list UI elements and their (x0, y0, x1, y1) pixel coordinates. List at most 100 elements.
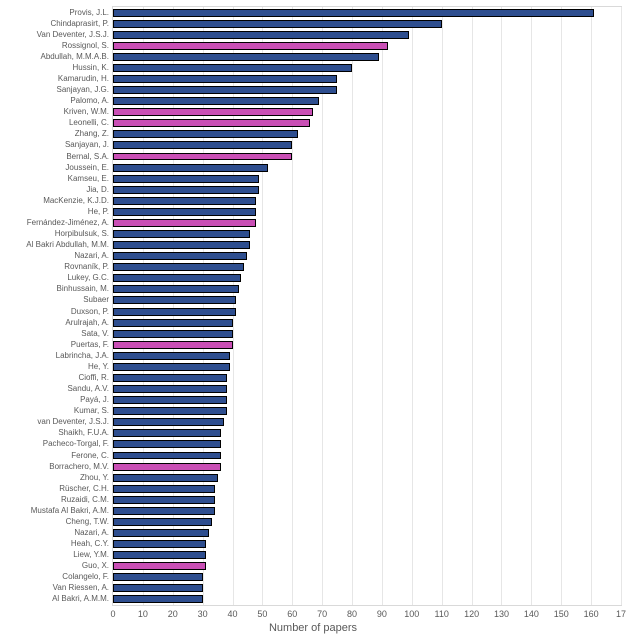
bar-row: Binhussain, M. (113, 285, 621, 293)
author-label: He, Y. (88, 363, 109, 371)
bar (113, 9, 594, 17)
author-label: Binhussain, M. (57, 285, 109, 293)
bar-row: Fernández-Jiménez, A. (113, 219, 621, 227)
x-tick-label: 20 (168, 609, 178, 619)
author-label: Cioffi, R. (78, 374, 109, 382)
x-tick-label: 10 (138, 609, 148, 619)
author-label: Duxson, P. (71, 308, 109, 316)
x-tick-label: 80 (347, 609, 357, 619)
bar-row: Kamarudin, H. (113, 75, 621, 83)
bar (113, 208, 256, 216)
author-label: Horpibulsuk, S. (55, 230, 109, 238)
bar-row: Abdullah, M.M.A.B. (113, 53, 621, 61)
bar (113, 474, 218, 482)
bar (113, 463, 221, 471)
x-tick-label: 30 (198, 609, 208, 619)
x-tick-label: 130 (494, 609, 509, 619)
bar-row: Ruzaidi, C.M. (113, 496, 621, 504)
bar-row: Al Bakri, A.M.M. (113, 595, 621, 603)
bar (113, 274, 241, 282)
bar (113, 341, 233, 349)
x-tick-label: 60 (287, 609, 297, 619)
author-label: Leonelli, C. (69, 119, 109, 127)
author-label: Rovnaník, P. (64, 263, 109, 271)
author-label: Pacheco-Torgal, F. (43, 440, 109, 448)
bar-row: Liew, Y.M. (113, 551, 621, 559)
bar-row: Borrachero, M.V. (113, 463, 621, 471)
bar-row: Horpibulsuk, S. (113, 230, 621, 238)
bar-row: Provis, J.L. (113, 9, 621, 17)
chart-container: 0102030405060708090100110120130140150160… (0, 0, 626, 629)
author-label: Guo, X. (82, 562, 109, 570)
author-label: Nazari, A. (74, 252, 109, 260)
author-label: Jia, D. (86, 186, 109, 194)
bar (113, 440, 221, 448)
bar (113, 31, 409, 39)
x-tick-label: 140 (524, 609, 539, 619)
gridline (621, 7, 622, 605)
author-label: Sanjayan, J. (65, 141, 109, 149)
author-label: Kumar, S. (74, 407, 109, 415)
bar-row: Rovnaník, P. (113, 263, 621, 271)
bar-row: Van Riessen, A. (113, 584, 621, 592)
bar (113, 540, 206, 548)
x-tick-label: 17 (616, 609, 626, 619)
bar-row: Zhang, Z. (113, 130, 621, 138)
x-tick-label: 120 (464, 609, 479, 619)
bar-row: Payá, J. (113, 396, 621, 404)
bar (113, 308, 236, 316)
bar (113, 507, 215, 515)
bar-row: Sanjayan, J.G. (113, 86, 621, 94)
bar (113, 573, 203, 581)
x-axis-label: Number of papers (0, 622, 626, 634)
bar (113, 175, 259, 183)
author-label: Mustafa Al Bakri, A.M. (31, 507, 109, 515)
bar (113, 518, 212, 526)
bar (113, 396, 227, 404)
bar (113, 319, 233, 327)
author-label: Ferone, C. (71, 452, 109, 460)
bar (113, 496, 215, 504)
author-label: Bernal, S.A. (66, 153, 109, 161)
bar-row: Kumar, S. (113, 407, 621, 415)
author-label: Liew, Y.M. (73, 551, 109, 559)
bar (113, 20, 442, 28)
bar (113, 407, 227, 415)
bar-row: Ferone, C. (113, 452, 621, 460)
bar (113, 153, 292, 161)
author-label: Sandu, A.V. (67, 385, 109, 393)
x-tick-label: 110 (435, 609, 449, 619)
author-label: Sata, V. (81, 330, 109, 338)
bar-row: Colangelo, F. (113, 573, 621, 581)
author-label: Van Deventer, J.S.J. (37, 31, 109, 39)
x-tick-label: 90 (377, 609, 387, 619)
bar-row: Van Deventer, J.S.J. (113, 31, 621, 39)
x-tick-label: 70 (317, 609, 327, 619)
bar (113, 97, 319, 105)
author-label: MacKenzie, K.J.D. (43, 197, 109, 205)
bar (113, 230, 250, 238)
author-label: Rossignol, S. (62, 42, 109, 50)
author-label: Colangelo, F. (62, 573, 109, 581)
bar-row: MacKenzie, K.J.D. (113, 197, 621, 205)
author-label: Provis, J.L. (69, 9, 109, 17)
bar-row: Duxson, P. (113, 308, 621, 316)
bar-row: Palomo, A. (113, 97, 621, 105)
author-label: Shaikh, F.U.A. (58, 429, 109, 437)
author-label: Chindaprasirt, P. (50, 20, 109, 28)
x-tick-label: 50 (257, 609, 267, 619)
bar-row: Lukey, G.C. (113, 274, 621, 282)
bar-row: Chindaprasirt, P. (113, 20, 621, 28)
bar (113, 197, 256, 205)
bar (113, 219, 256, 227)
bar-row: Sandu, A.V. (113, 385, 621, 393)
bar-row: Kriven, W.M. (113, 108, 621, 116)
author-label: Joussein, E. (65, 164, 109, 172)
bar-row: Nazari, A. (113, 529, 621, 537)
bar-row: Sanjayan, J. (113, 141, 621, 149)
bar (113, 42, 388, 50)
author-label: Borrachero, M.V. (49, 463, 109, 471)
author-label: Sanjayan, J.G. (57, 86, 109, 94)
bar-row: Mustafa Al Bakri, A.M. (113, 507, 621, 515)
bar (113, 86, 337, 94)
